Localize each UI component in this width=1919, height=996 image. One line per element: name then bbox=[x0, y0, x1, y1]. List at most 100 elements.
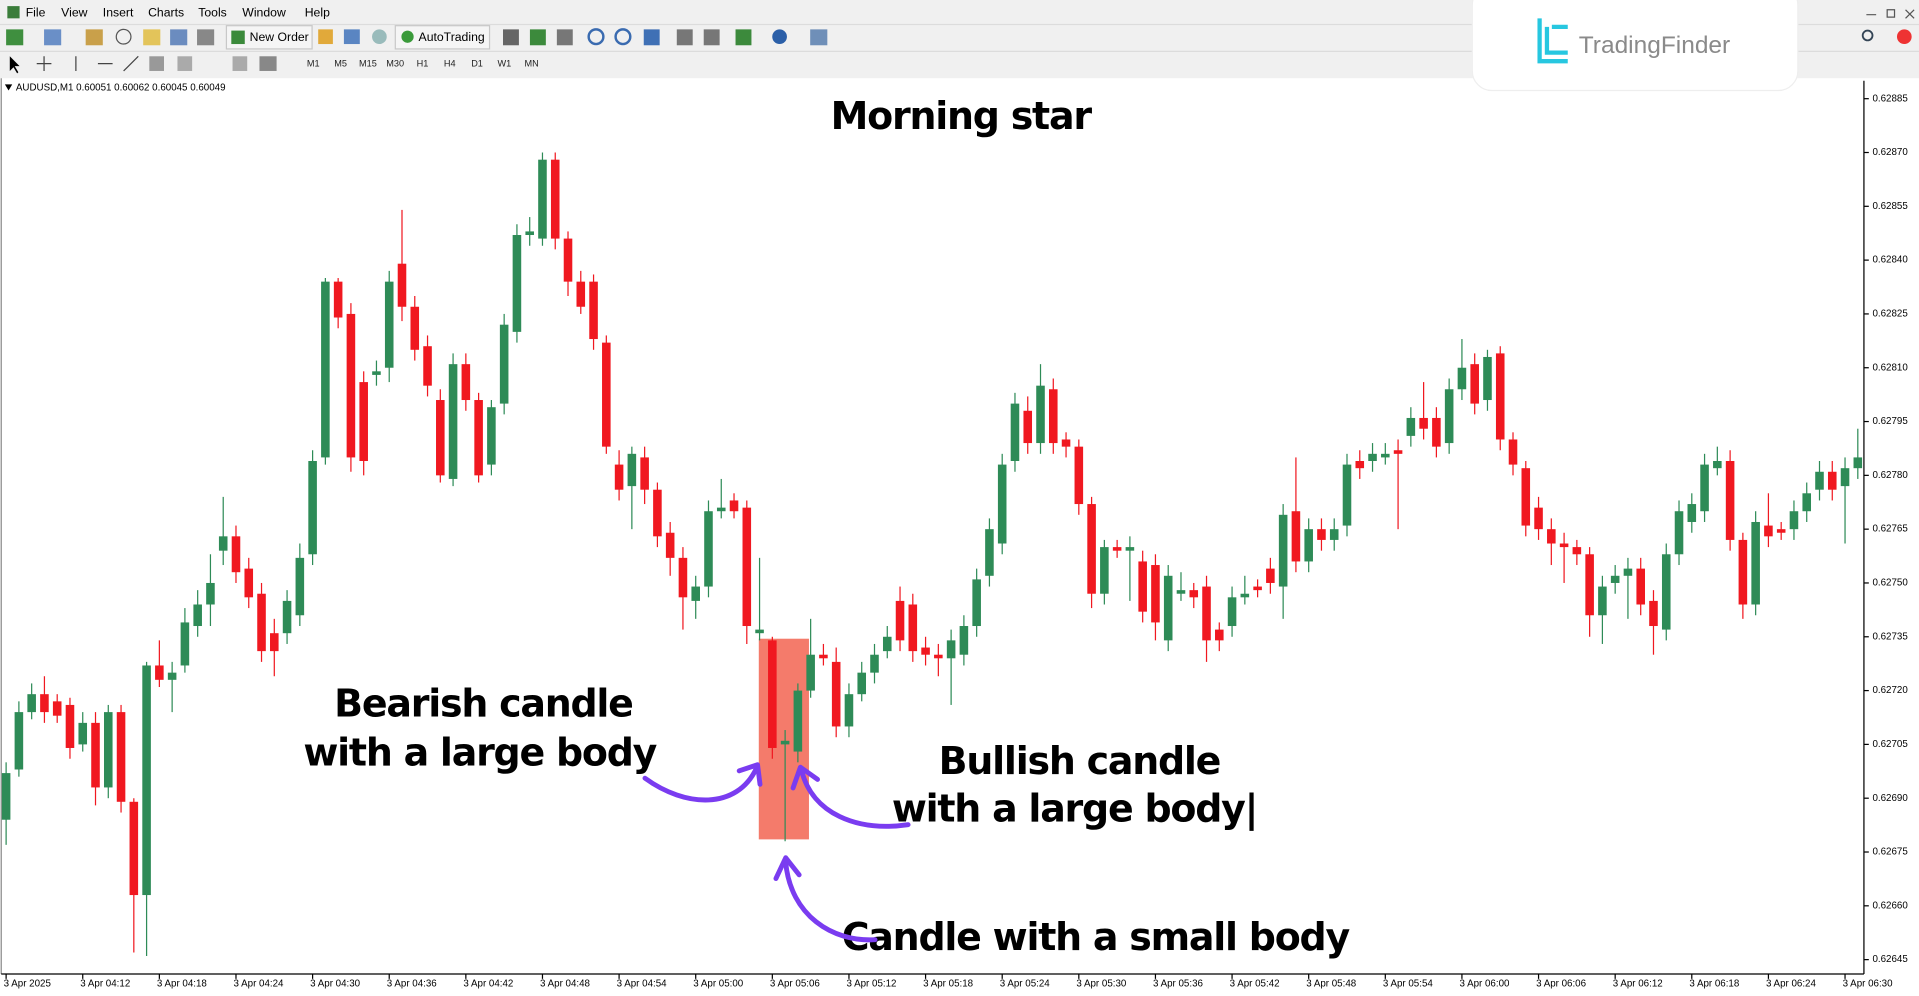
timeframe-label: M30 bbox=[386, 59, 404, 69]
icon[interactable] bbox=[587, 28, 605, 46]
candle-body bbox=[155, 665, 164, 680]
crosshair-icon[interactable] bbox=[36, 56, 52, 71]
candle-body bbox=[1381, 453, 1390, 458]
icon[interactable] bbox=[343, 29, 360, 45]
autotrading-button[interactable] bbox=[394, 25, 491, 50]
icon[interactable] bbox=[735, 29, 752, 46]
candle-body bbox=[1661, 554, 1671, 630]
search-icon[interactable] bbox=[1861, 29, 1874, 42]
candle-body bbox=[857, 672, 867, 695]
candle-body bbox=[1329, 529, 1339, 540]
draw-icons[interactable] bbox=[75, 55, 139, 72]
candle-body bbox=[1266, 568, 1275, 583]
x-tick-label: 3 Apr 06:24 bbox=[1766, 978, 1817, 989]
candle-body bbox=[691, 586, 700, 601]
icon[interactable] bbox=[232, 56, 248, 71]
timeframe-button[interactable] bbox=[437, 55, 463, 73]
candle-body bbox=[742, 507, 752, 627]
new-order-button[interactable] bbox=[225, 25, 313, 50]
candle-body bbox=[257, 593, 266, 652]
candle-body bbox=[142, 665, 151, 896]
candle-body bbox=[1853, 457, 1863, 469]
icon[interactable] bbox=[170, 29, 188, 46]
x-tick-label: 3 Apr 2025 bbox=[4, 978, 52, 989]
icon[interactable] bbox=[6, 29, 24, 46]
icon[interactable] bbox=[143, 29, 161, 46]
candle-body bbox=[1789, 511, 1799, 530]
chart-window bbox=[0, 78, 1919, 996]
candle-body bbox=[1138, 561, 1147, 612]
timeframe-label: M1 bbox=[307, 59, 320, 69]
timeframe-button[interactable] bbox=[382, 55, 408, 73]
candle-body bbox=[1827, 471, 1837, 490]
x-tick-label: 3 Apr 06:30 bbox=[1843, 978, 1894, 989]
timeframe-label: W1 bbox=[497, 59, 511, 69]
icon[interactable] bbox=[197, 29, 215, 46]
menu-item[interactable]: Insert bbox=[103, 6, 134, 20]
candle-body bbox=[1240, 593, 1250, 598]
timeframe-button[interactable] bbox=[464, 55, 490, 73]
candle-body bbox=[589, 281, 598, 340]
icon[interactable] bbox=[556, 29, 573, 46]
timeframe-label: H4 bbox=[444, 59, 456, 69]
icon[interactable] bbox=[503, 29, 519, 46]
icon[interactable] bbox=[810, 29, 828, 46]
icon[interactable] bbox=[85, 29, 103, 46]
timeframe-button[interactable] bbox=[410, 55, 435, 73]
candle-body bbox=[206, 582, 215, 605]
timeframe-button[interactable] bbox=[492, 55, 517, 73]
candle-body bbox=[1534, 507, 1543, 530]
candle-body bbox=[1355, 461, 1365, 469]
icon[interactable] bbox=[614, 28, 632, 46]
icon[interactable] bbox=[372, 29, 387, 45]
candle-body bbox=[1725, 461, 1735, 540]
candle-body bbox=[1061, 439, 1071, 447]
candle-body bbox=[346, 313, 356, 458]
icon[interactable] bbox=[177, 56, 193, 71]
x-tick-label: 3 Apr 06:18 bbox=[1689, 978, 1739, 989]
candle-body bbox=[1048, 389, 1058, 444]
menu-item[interactable]: Tools bbox=[198, 6, 227, 20]
candle-body bbox=[448, 364, 458, 479]
candle-body bbox=[972, 579, 981, 627]
y-tick-label: 0.62660 bbox=[1872, 900, 1908, 911]
timeframe-button[interactable] bbox=[355, 55, 381, 73]
timeframe-label: M15 bbox=[359, 59, 377, 69]
x-tick-label: 3 Apr 06:12 bbox=[1613, 978, 1663, 989]
window-controls[interactable] bbox=[1866, 9, 1915, 19]
icon[interactable] bbox=[115, 28, 132, 45]
candle-body bbox=[1151, 565, 1160, 623]
icon[interactable] bbox=[703, 29, 720, 46]
timeframe-button[interactable] bbox=[328, 55, 353, 73]
icon[interactable] bbox=[643, 29, 660, 46]
timeframe-button[interactable] bbox=[519, 55, 544, 73]
icon[interactable] bbox=[529, 29, 546, 46]
icon[interactable] bbox=[149, 56, 164, 71]
candle-body bbox=[678, 557, 688, 598]
icon[interactable] bbox=[259, 56, 277, 71]
icon[interactable] bbox=[44, 29, 62, 46]
candle-body bbox=[295, 557, 305, 616]
menu-item[interactable]: File bbox=[26, 6, 46, 20]
icon[interactable] bbox=[772, 29, 787, 45]
icon[interactable] bbox=[676, 29, 693, 46]
icon[interactable] bbox=[318, 29, 333, 45]
candle-body bbox=[563, 238, 573, 282]
menu-item[interactable]: View bbox=[61, 6, 87, 20]
candle-body bbox=[1023, 410, 1033, 444]
annotation: Candle with a small body bbox=[842, 915, 1351, 959]
cursor-icon[interactable] bbox=[9, 56, 20, 74]
menu-item[interactable]: Charts bbox=[148, 6, 184, 20]
candle-body bbox=[1547, 529, 1556, 544]
timeframe-button[interactable] bbox=[301, 55, 326, 73]
candle-body bbox=[1444, 389, 1454, 444]
notification-icon[interactable] bbox=[1896, 29, 1912, 45]
candle-body bbox=[14, 712, 24, 770]
candle-body bbox=[1457, 367, 1467, 390]
menu-item[interactable]: Help bbox=[305, 6, 330, 20]
menu-item[interactable]: Window bbox=[242, 6, 286, 20]
candle-body bbox=[372, 371, 381, 375]
candle-body bbox=[1368, 453, 1377, 462]
logo-box bbox=[1471, 0, 1799, 92]
candle-body bbox=[716, 507, 726, 512]
